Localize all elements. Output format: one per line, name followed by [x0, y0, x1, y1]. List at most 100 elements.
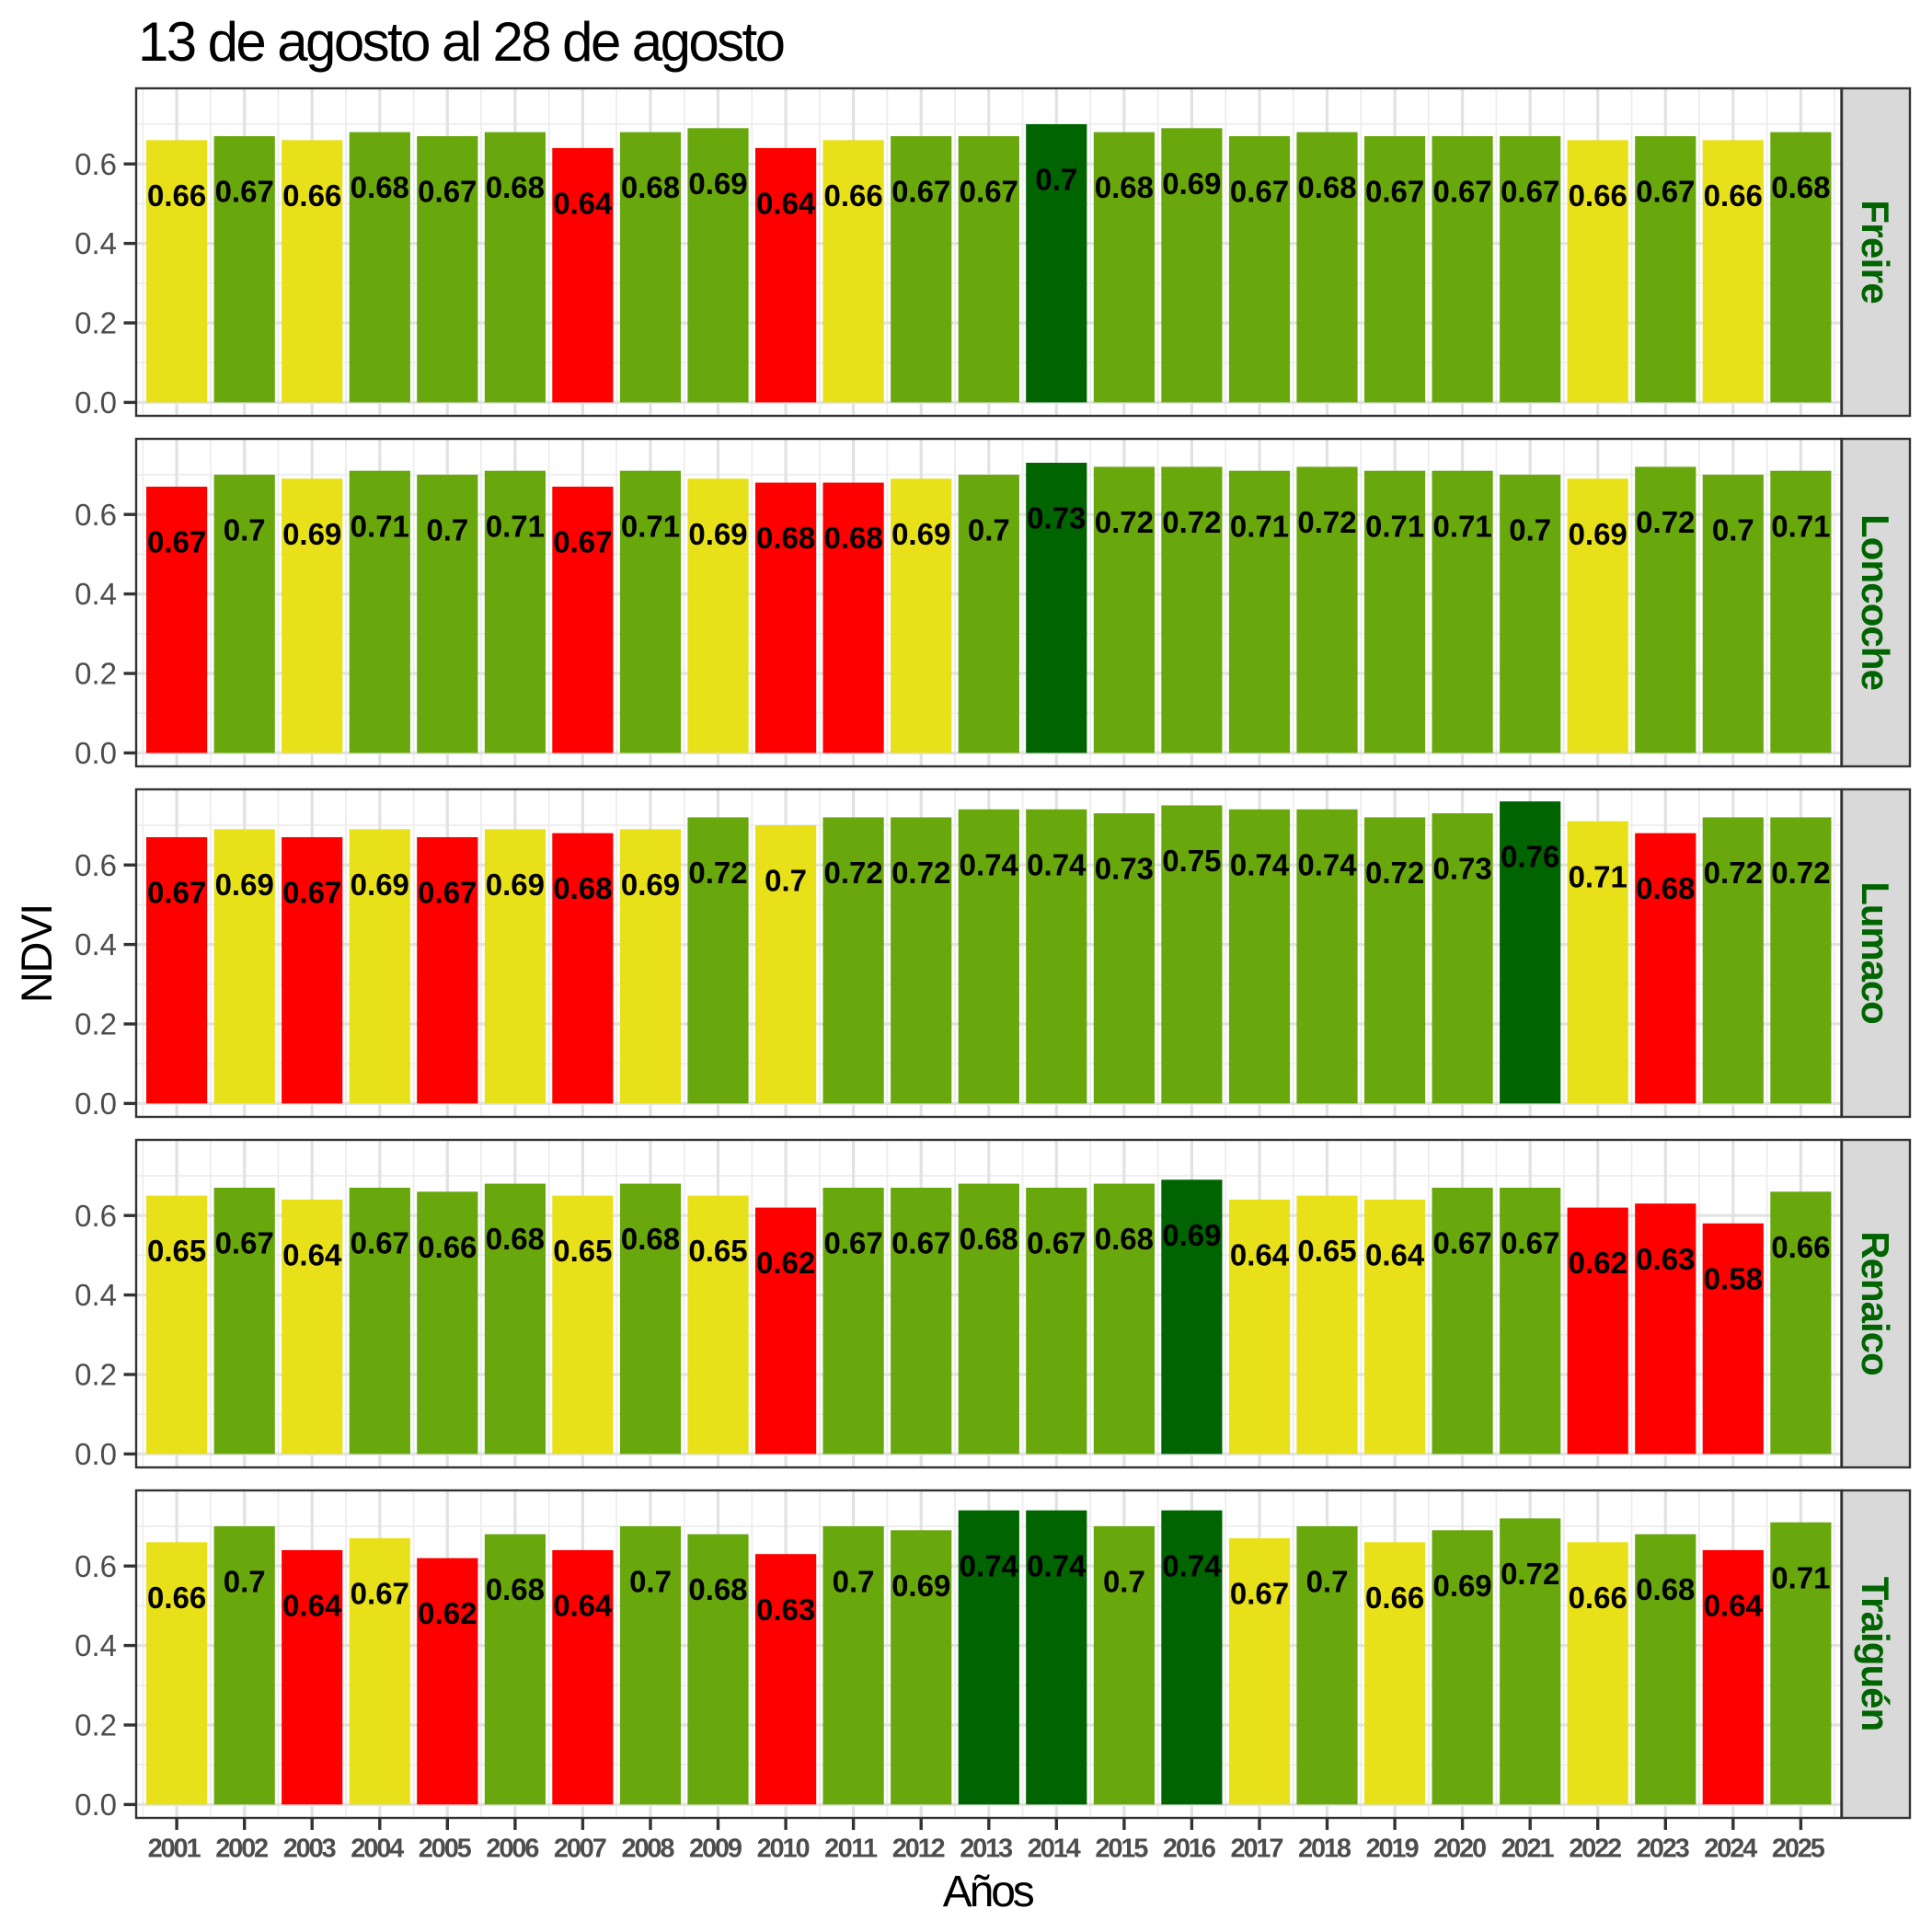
- svg-text:0.65: 0.65: [688, 1234, 747, 1268]
- svg-text:0.74: 0.74: [960, 1548, 1019, 1582]
- svg-text:0.0: 0.0: [75, 1437, 117, 1471]
- svg-text:0.67: 0.67: [147, 876, 206, 910]
- svg-text:Loncoche: Loncoche: [1854, 514, 1897, 691]
- svg-text:0.68: 0.68: [486, 1222, 545, 1256]
- svg-text:0.6: 0.6: [75, 1199, 117, 1233]
- svg-text:0.67: 0.67: [1027, 1226, 1086, 1260]
- svg-text:0.4: 0.4: [75, 1628, 117, 1662]
- svg-text:0.67: 0.67: [418, 876, 477, 910]
- svg-text:0.68: 0.68: [1297, 170, 1356, 204]
- svg-text:0.72: 0.72: [1771, 856, 1830, 890]
- svg-text:Renaico: Renaico: [1854, 1231, 1897, 1375]
- svg-text:0.67: 0.67: [1230, 1577, 1289, 1611]
- svg-text:0.64: 0.64: [1365, 1238, 1425, 1272]
- svg-text:0.4: 0.4: [75, 577, 117, 611]
- svg-text:0.64: 0.64: [1704, 1589, 1764, 1623]
- svg-text:NDVI: NDVI: [12, 903, 61, 1004]
- svg-text:0.6: 0.6: [75, 848, 117, 882]
- svg-text:0.6: 0.6: [75, 1549, 117, 1583]
- svg-text:0.72: 0.72: [1297, 505, 1356, 539]
- svg-text:0.72: 0.72: [1162, 505, 1221, 539]
- svg-text:0.67: 0.67: [282, 876, 341, 910]
- svg-text:2006: 2006: [486, 1834, 539, 1863]
- svg-text:0.69: 0.69: [1569, 517, 1627, 551]
- svg-text:0.68: 0.68: [1636, 871, 1695, 905]
- svg-text:0.76: 0.76: [1501, 840, 1559, 874]
- svg-text:0.65: 0.65: [553, 1234, 612, 1268]
- svg-text:0.0: 0.0: [75, 736, 117, 770]
- svg-text:0.68: 0.68: [621, 1222, 680, 1256]
- svg-text:0.69: 0.69: [1432, 1569, 1491, 1603]
- svg-text:Traiguén: Traiguén: [1854, 1577, 1897, 1731]
- svg-text:0.67: 0.67: [1432, 175, 1491, 209]
- svg-text:2017: 2017: [1231, 1834, 1284, 1863]
- svg-text:0.67: 0.67: [351, 1226, 409, 1260]
- svg-text:2021: 2021: [1501, 1834, 1555, 1863]
- svg-text:0.62: 0.62: [1569, 1246, 1627, 1280]
- svg-text:0.66: 0.66: [282, 178, 341, 213]
- svg-text:0.72: 0.72: [1636, 505, 1695, 539]
- svg-text:0.73: 0.73: [1027, 501, 1086, 535]
- svg-text:0.63: 0.63: [1636, 1242, 1695, 1276]
- svg-text:0.71: 0.71: [486, 509, 545, 543]
- svg-text:0.72: 0.72: [891, 856, 950, 890]
- svg-text:0.71: 0.71: [1230, 509, 1289, 543]
- svg-text:0.72: 0.72: [1501, 1557, 1559, 1591]
- svg-text:0.67: 0.67: [1432, 1226, 1491, 1260]
- svg-text:0.68: 0.68: [553, 871, 612, 905]
- svg-text:0.71: 0.71: [351, 509, 409, 543]
- svg-text:0.7: 0.7: [1712, 513, 1754, 547]
- svg-text:0.67: 0.67: [1501, 175, 1559, 209]
- svg-text:2014: 2014: [1028, 1834, 1081, 1863]
- svg-text:0.4: 0.4: [75, 927, 117, 961]
- svg-text:0.7: 0.7: [833, 1565, 875, 1599]
- svg-text:0.7: 0.7: [1509, 513, 1551, 547]
- svg-text:13 de agosto al 28 de agosto: 13 de agosto al 28 de agosto: [138, 11, 786, 73]
- svg-text:0.66: 0.66: [418, 1230, 477, 1264]
- svg-text:0.67: 0.67: [891, 175, 950, 209]
- svg-text:0.7: 0.7: [1103, 1565, 1145, 1599]
- svg-text:0.69: 0.69: [621, 868, 680, 902]
- svg-text:0.74: 0.74: [1027, 1548, 1087, 1582]
- svg-text:2023: 2023: [1637, 1834, 1690, 1863]
- svg-text:0.64: 0.64: [1230, 1238, 1290, 1272]
- svg-text:0.66: 0.66: [1569, 1581, 1627, 1615]
- svg-text:0.0: 0.0: [75, 1087, 117, 1121]
- svg-text:0.69: 0.69: [486, 868, 545, 902]
- svg-text:0.68: 0.68: [486, 1572, 545, 1606]
- svg-text:2013: 2013: [960, 1834, 1013, 1863]
- svg-text:0.72: 0.72: [1704, 856, 1763, 890]
- svg-text:0.68: 0.68: [1095, 170, 1154, 204]
- svg-text:0.69: 0.69: [688, 517, 747, 551]
- svg-text:0.68: 0.68: [1095, 1222, 1154, 1256]
- svg-text:0.67: 0.67: [960, 175, 1018, 209]
- svg-text:0.6: 0.6: [75, 147, 117, 181]
- svg-text:0.67: 0.67: [891, 1226, 950, 1260]
- svg-text:0.67: 0.67: [351, 1577, 409, 1611]
- svg-text:0.67: 0.67: [1230, 175, 1289, 209]
- svg-text:0.7: 0.7: [426, 513, 468, 547]
- svg-text:0.0: 0.0: [75, 385, 117, 420]
- svg-text:2022: 2022: [1569, 1834, 1622, 1863]
- svg-text:0.75: 0.75: [1162, 844, 1221, 878]
- svg-text:0.64: 0.64: [282, 1589, 342, 1623]
- svg-text:0.71: 0.71: [1365, 509, 1424, 543]
- svg-text:2002: 2002: [215, 1834, 269, 1863]
- svg-text:2024: 2024: [1704, 1834, 1757, 1863]
- svg-text:0.68: 0.68: [960, 1222, 1018, 1256]
- svg-text:0.2: 0.2: [75, 657, 117, 691]
- svg-text:2012: 2012: [892, 1834, 946, 1863]
- svg-text:0.63: 0.63: [756, 1593, 815, 1627]
- svg-text:0.69: 0.69: [891, 517, 950, 551]
- svg-text:0.2: 0.2: [75, 1007, 117, 1041]
- svg-text:0.66: 0.66: [823, 178, 882, 213]
- svg-text:0.68: 0.68: [823, 521, 882, 555]
- svg-text:0.0: 0.0: [75, 1788, 117, 1822]
- svg-text:0.66: 0.66: [147, 178, 206, 213]
- svg-text:2009: 2009: [689, 1834, 742, 1863]
- svg-text:0.74: 0.74: [1162, 1548, 1222, 1582]
- svg-text:0.64: 0.64: [553, 187, 613, 221]
- svg-text:0.68: 0.68: [688, 1572, 747, 1606]
- svg-text:2007: 2007: [554, 1834, 607, 1863]
- svg-text:0.74: 0.74: [1230, 847, 1290, 881]
